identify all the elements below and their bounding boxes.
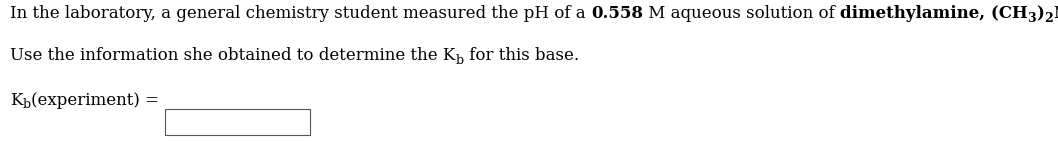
Text: dimethylamine, (CH: dimethylamine, (CH <box>840 5 1027 22</box>
Text: NH: NH <box>1053 5 1058 22</box>
Text: ): ) <box>1036 5 1044 22</box>
Text: 0.558: 0.558 <box>590 5 643 22</box>
Text: for this base.: for this base. <box>463 47 579 64</box>
Text: b: b <box>22 99 31 112</box>
Text: b: b <box>455 53 463 67</box>
Text: (experiment) =: (experiment) = <box>31 92 159 109</box>
Text: Use the information she obtained to determine the K: Use the information she obtained to dete… <box>10 47 455 64</box>
Bar <box>165 109 310 135</box>
Text: 2: 2 <box>1044 12 1053 25</box>
Text: In the laboratory, a general chemistry student measured the pH of a: In the laboratory, a general chemistry s… <box>10 5 590 22</box>
Text: M aqueous solution of: M aqueous solution of <box>643 5 840 22</box>
Text: K: K <box>10 92 22 109</box>
Text: 3: 3 <box>1027 12 1036 25</box>
